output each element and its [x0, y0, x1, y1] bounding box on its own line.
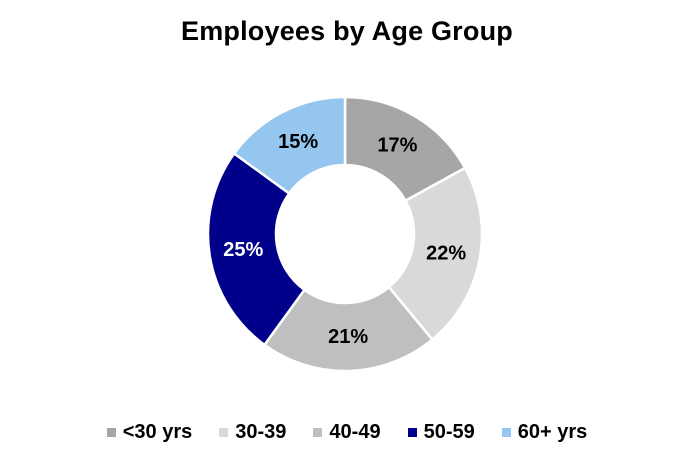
donut-slice-4 — [232, 95, 347, 196]
legend-item-40-49: 40-49 — [313, 421, 381, 444]
donut-slice-0 — [343, 95, 467, 203]
legend-swatch-50-59 — [407, 428, 417, 437]
legend-label: <30 yrs — [122, 421, 193, 443]
donut-slice-1 — [387, 166, 484, 342]
donut-slice-2 — [262, 285, 435, 373]
legend-swatch-60-plus — [501, 428, 511, 437]
legend-label: 60+ yrs — [517, 421, 588, 443]
slice-label-1: 22% — [426, 242, 466, 264]
legend-label: 40-49 — [329, 421, 381, 443]
slice-label-3: 25% — [223, 239, 263, 261]
chart-legend: <30 yrs 30-39 40-49 50-59 60+ yrs — [0, 421, 694, 444]
slice-label-0: 17% — [377, 134, 417, 156]
legend-swatch-40-49 — [313, 428, 323, 437]
legend-label: 30-39 — [235, 421, 287, 443]
slice-label-2: 21% — [328, 326, 368, 348]
legend-item-30-39: 30-39 — [219, 421, 286, 444]
slice-label-4: 15% — [278, 131, 318, 153]
legend-label: 50-59 — [423, 421, 475, 443]
donut-slice-3 — [206, 151, 307, 347]
legend-item-60-plus: 60+ yrs — [501, 421, 588, 444]
legend-swatch-under-30 — [106, 428, 116, 437]
chart-title: Employees by Age Group — [181, 16, 513, 46]
legend-item-50-59: 50-59 — [407, 421, 475, 444]
legend-swatch-30-39 — [219, 428, 229, 437]
legend-item-under-30: <30 yrs — [106, 421, 193, 444]
